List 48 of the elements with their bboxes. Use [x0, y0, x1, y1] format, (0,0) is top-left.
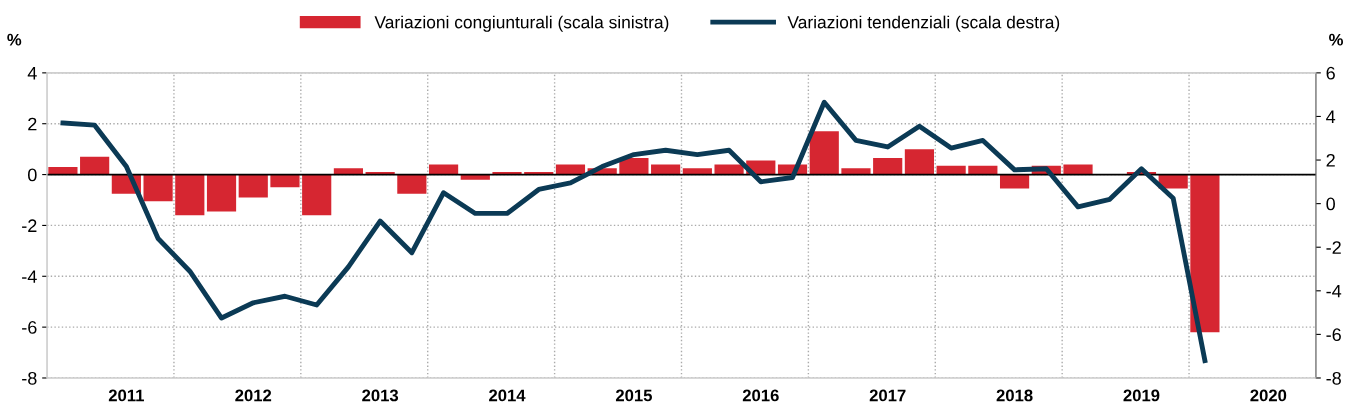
- x-tick-label: 2020: [1250, 389, 1287, 402]
- bar: [428, 164, 459, 175]
- line-series: [60, 99, 1208, 363]
- y-tick-label: -8: [22, 371, 37, 385]
- x-tick-label: 2013: [362, 389, 399, 402]
- y-axis-title: %: [7, 33, 22, 46]
- x-tick-label: 2017: [869, 389, 906, 402]
- y-tick-label: 4: [27, 66, 37, 80]
- y-tick-label: 2: [28, 117, 37, 131]
- bar: [999, 174, 1030, 189]
- y2-tick-label: 4: [1326, 110, 1336, 123]
- bar: [397, 174, 427, 194]
- x-tick-label: 2019: [1123, 389, 1160, 402]
- bar: [651, 164, 681, 175]
- x-tick-label: 2011: [108, 389, 144, 402]
- y2-tick-label: -8: [1326, 371, 1341, 385]
- x-tick-label: 2016: [742, 389, 779, 402]
- bar: [809, 131, 839, 175]
- x-tick-label: 2018: [996, 389, 1033, 402]
- x-tick-label: 2012: [235, 389, 272, 402]
- x-tick-label: 2015: [615, 389, 652, 402]
- bar: [1158, 174, 1188, 189]
- y2-tick-label: 6: [1326, 66, 1335, 80]
- x-tick-label: 2014: [489, 389, 526, 402]
- y2-tick-label: -4: [1326, 284, 1342, 298]
- y-tick-label: 0: [28, 168, 37, 182]
- y-tick-label: -4: [22, 270, 37, 283]
- bar: [270, 174, 300, 188]
- bar: [1063, 164, 1093, 175]
- bar: [555, 164, 586, 175]
- y-tick-label: -6: [22, 321, 37, 334]
- bar: [238, 174, 268, 198]
- bar: [175, 174, 205, 216]
- bar: [873, 158, 903, 175]
- legend-label: Variazioni tendenziali (scala destra): [787, 15, 1060, 32]
- y-tick-label: -2: [22, 219, 37, 232]
- bar: [904, 149, 934, 175]
- legend-label: Variazioni congiunturali (scala sinistra): [374, 15, 669, 32]
- bar: [143, 174, 173, 202]
- y2-tick-label: 2: [1326, 153, 1335, 167]
- bar: [302, 174, 332, 216]
- y2-tick-label: 0: [1326, 197, 1335, 211]
- y2-tick-label: -6: [1326, 328, 1341, 342]
- bar: [80, 156, 110, 175]
- y2-tick-label: -2: [1326, 241, 1341, 254]
- bar: [1190, 174, 1220, 333]
- bar: [206, 174, 237, 212]
- y2-axis-title: %: [1329, 33, 1344, 46]
